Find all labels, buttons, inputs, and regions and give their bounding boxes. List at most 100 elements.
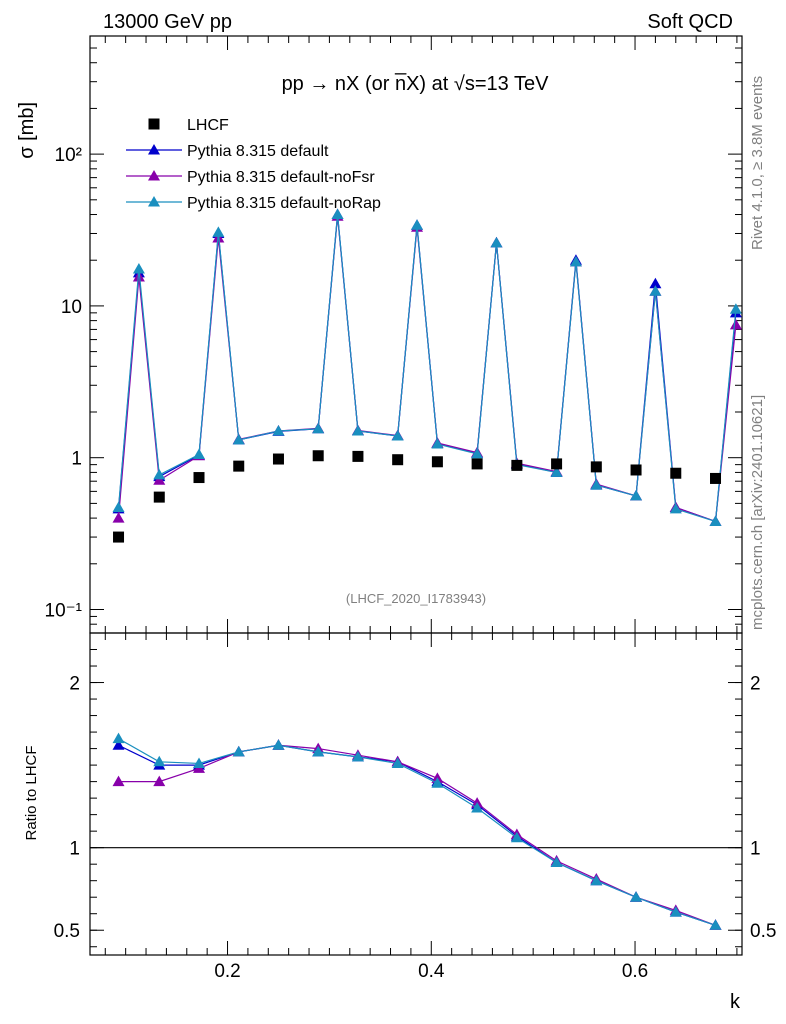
ratio-data-point — [431, 777, 444, 788]
legend-label: Pythia 8.315 default-noFsr — [187, 169, 375, 186]
data-point — [649, 277, 662, 289]
data-point — [630, 489, 643, 501]
data-point — [272, 424, 285, 436]
ratio-y-tick-label-right: 0.5 — [750, 921, 776, 942]
ratio-data-point — [669, 906, 682, 917]
data-point — [569, 255, 582, 267]
data-point — [550, 466, 563, 477]
ratio-panel: Ratio to LHCF k 0.5 0.5 1 1 2 2 0.2 0.4 0.6 — [23, 632, 776, 1013]
data-point — [312, 422, 325, 434]
ratio-y-axis-label: Ratio to LHCF — [23, 745, 40, 840]
x-tick-label: 0.4 — [418, 961, 445, 982]
y-tick-label: 10⁻¹ — [45, 600, 83, 621]
ratio-series-line — [118, 744, 716, 926]
data-point — [590, 461, 602, 473]
legend: LHCF Pythia 8.315 default Pythia 8.315 def… — [126, 117, 381, 212]
ratio-data-point — [510, 831, 523, 843]
data-point — [331, 208, 344, 220]
legend-label: LHCF — [187, 117, 229, 134]
data-point — [193, 448, 206, 459]
y-tick-label: 1 — [71, 449, 82, 470]
ratio-data-point — [391, 757, 404, 768]
data-point — [232, 433, 245, 445]
data-point — [551, 458, 563, 470]
ratio-frame — [89, 632, 743, 956]
data-point — [709, 515, 722, 526]
data-point — [352, 450, 364, 462]
series-line — [117, 214, 737, 523]
ratio-series-pythia-8-315-default-norap — [112, 732, 722, 930]
ratio-data-point — [112, 732, 125, 744]
analysis-watermark: (LHCF_2020_I1783943) — [346, 591, 486, 606]
ratio-data-point — [272, 739, 285, 750]
main-y-axis-label: σ [mb] — [16, 102, 38, 159]
legend-marker-square — [148, 118, 160, 130]
legend-marker-triangle — [148, 144, 160, 155]
ratio-data-point — [630, 891, 643, 902]
data-point — [112, 501, 125, 512]
ratio-data-point — [709, 919, 722, 930]
data-point — [153, 474, 166, 485]
data-point — [411, 219, 424, 230]
ratio-data-point — [550, 856, 563, 868]
ratio-data-point — [312, 745, 325, 757]
ratio-y-tick-label: 1 — [69, 839, 80, 860]
data-point — [669, 502, 682, 514]
legend-marker-triangle — [148, 170, 160, 181]
data-point — [471, 458, 483, 470]
header-left: 13000 GeV pp — [103, 11, 232, 33]
ratio-data-point — [351, 750, 364, 762]
series-pythia-8-315-default-norap — [112, 208, 742, 526]
data-point — [710, 472, 722, 484]
main-panel: pp → nX (or n̅X) at √s=13 TeV σ [mb] (LH… — [16, 35, 743, 634]
data-point — [233, 460, 245, 472]
ratio-data-point — [112, 739, 125, 750]
data-point — [630, 464, 642, 476]
data-point — [153, 468, 166, 480]
data-point — [132, 263, 145, 274]
data-point — [113, 531, 125, 543]
ratio-data-point — [193, 757, 206, 768]
data-point — [193, 472, 205, 484]
data-point — [729, 303, 742, 314]
ratio-data-point — [471, 802, 484, 813]
rivet-version-label: Rivet 4.1.0, ≥ 3.8M events — [749, 76, 766, 250]
data-point — [391, 429, 404, 441]
ratio-data-point — [232, 745, 245, 757]
series-line — [117, 214, 737, 523]
legend-label: Pythia 8.315 default — [187, 143, 329, 160]
header-right: Soft QCD — [647, 11, 733, 33]
data-point — [431, 438, 444, 449]
y-tick-label: 10 — [61, 297, 82, 318]
data-point — [392, 454, 404, 466]
ratio-y-tick-label: 2 — [69, 674, 80, 695]
data-point — [351, 424, 364, 436]
ratio-y-tick-label-right: 1 — [750, 839, 761, 860]
ratio-data-point — [153, 775, 166, 787]
data-point — [649, 285, 662, 296]
data-point — [112, 512, 125, 523]
data-point — [511, 459, 523, 471]
ratio-data-point — [153, 755, 166, 767]
chart-title: pp → nX (or n̅X) at √s=13 TeV — [282, 72, 550, 95]
legend-label: Pythia 8.315 default-noRap — [187, 195, 381, 212]
ratio-y-tick-label-right: 2 — [750, 674, 761, 695]
data-point — [312, 450, 324, 462]
y-tick-label: 10² — [55, 145, 82, 166]
data-point — [490, 236, 503, 248]
data-point — [431, 456, 443, 468]
data-point — [471, 447, 484, 459]
ratio-series-line — [118, 738, 716, 926]
ratio-y-tick-label: 0.5 — [54, 921, 80, 942]
ratio-series-line — [118, 744, 716, 926]
series-line — [117, 216, 737, 523]
ratio-data-point — [112, 775, 125, 787]
mcplots-label: mcplots.cern.ch [arXiv:2401.10621] — [749, 395, 766, 630]
data-point — [272, 453, 284, 465]
data-point — [590, 479, 603, 490]
ratio-data-point — [590, 874, 603, 886]
x-tick-label: 0.6 — [622, 961, 648, 982]
x-axis-label: k — [730, 991, 741, 1013]
data-point — [212, 226, 225, 237]
